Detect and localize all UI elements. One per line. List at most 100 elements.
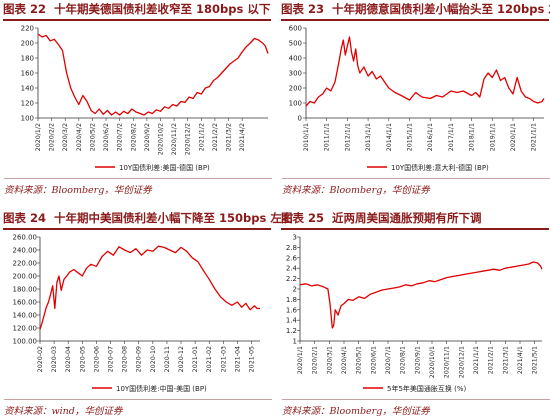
y-tick-label: 200 (289, 85, 302, 93)
x-tick-label: 2020/8/2 (130, 123, 137, 151)
y-tick-label: 2.4 (286, 265, 298, 273)
y-tick-label: 100.00 (13, 338, 38, 346)
y-tick-label: 200.00 (13, 273, 38, 281)
x-tick-label: 2010/1/1 (303, 123, 310, 151)
y-tick-label: 120.00 (13, 325, 38, 333)
x-tick-label: 2020/1/1 (297, 346, 304, 374)
x-tick-label: 2020/6/1 (370, 346, 377, 374)
y-tick-label: 2.8 (286, 244, 297, 252)
x-tick-label: 2020/4/2 (76, 123, 83, 151)
x-tick-label: 2020/2/1 (312, 346, 319, 374)
series-line (299, 261, 543, 329)
y-tick-label: 160 (21, 70, 34, 78)
source-note: 资料来源：Bloomberg，华创证券 (282, 399, 550, 417)
y-tick-label: 180 (21, 55, 34, 63)
chart-panel-23: 图表 23 十年期德意国债利差小幅抬头至 120bps 左右 0 100 200 300… (278, 0, 550, 208)
source-note: 资料来源：wind，华创证券 (4, 399, 272, 417)
y-tick-label: 3 (293, 234, 297, 242)
y-tick-label: 1.6 (286, 306, 298, 314)
x-tick-label: 2021-01 (192, 346, 199, 372)
x-tick-label: 2020/12/1 (458, 346, 465, 378)
x-tick-label: 2020/7/1 (385, 346, 392, 374)
x-tick-label: 2020/9/2 (144, 123, 151, 151)
figure-number: 图表 25 (281, 211, 325, 225)
y-tick-label: 160.00 (13, 299, 38, 307)
x-tick-label: 2020-07 (108, 346, 115, 372)
x-tick-label: 2021/3/2 (226, 123, 233, 151)
x-tick-label: 2020-02 (37, 346, 44, 372)
x-tick-label: 2020/4/1 (341, 346, 348, 374)
x-tick-label: 2020/6/2 (103, 123, 110, 151)
y-tick-label: 200 (21, 40, 34, 48)
x-tick-label: 2011/1/1 (324, 123, 331, 151)
y-tick-label: 140.00 (13, 312, 38, 320)
x-tick-label: 2020-12 (178, 346, 185, 372)
x-tick-label: 2020/1/2 (35, 123, 42, 151)
x-tick-label: 2021/1/1 (531, 123, 538, 151)
x-tick-label: 2020-09 (136, 346, 143, 372)
x-tick-label: 2019/1/1 (489, 123, 496, 151)
y-tick-label: 120 (21, 100, 34, 108)
series-line (37, 33, 269, 116)
x-tick-label: 2020/10/2 (157, 123, 164, 155)
figure-title: 十年期德意国债利差小幅抬头至 120bps 左右 (332, 2, 550, 16)
x-tick-label: 2021-02 (206, 346, 213, 372)
x-tick-label: 2021/1/1 (473, 346, 480, 374)
y-tick-label: 180.00 (13, 286, 38, 294)
x-tick-label: 2015/1/1 (406, 123, 413, 151)
x-tick-label: 2020-11 (164, 346, 171, 372)
x-tick-label: 2020/9/1 (414, 346, 421, 374)
chart-title: 图表 22 十年期美德国债利差收窄至 180bps 以下 (3, 2, 271, 21)
x-tick-label: 2013/1/1 (365, 123, 372, 151)
line-chart: 100 120 140 160 180 200 220 2020/1/2 2020/2/2 202… (21, 25, 269, 172)
x-tick-label: 2020/3/1 (326, 346, 333, 374)
x-tick-label: 2020/11/2 (171, 123, 178, 155)
y-tick-label: 220 (21, 25, 34, 33)
y-tick-label: 600 (289, 25, 302, 33)
y-tick-label: 0 (298, 115, 302, 123)
y-tick-label: 2.6 (286, 254, 298, 262)
x-tick-label: 2020-04 (65, 346, 72, 372)
legend-label: 10Y国债利差:意大利-德国 (BP) (391, 163, 489, 172)
x-tick-label: 2014/1/1 (386, 123, 393, 151)
figure-title: 十年期美德国债利差收窄至 180bps 以下 (54, 2, 271, 16)
x-tick-label: 2021/3/1 (502, 346, 509, 374)
chart-title: 图表 24 十年期中美国债利差小幅下降至 150bps 左右 (3, 211, 293, 230)
chart-panel-22: 图表 22 十年期美德国债利差收窄至 180bps 以下 100 120 140 160… (0, 0, 272, 208)
figure-number: 图表 22 (3, 2, 47, 16)
y-tick-label: 260.00 (13, 234, 38, 242)
x-tick-label: 2020-10 (150, 346, 157, 372)
y-tick-label: 400 (289, 55, 302, 63)
x-tick-label: 2020/8/1 (400, 346, 407, 374)
chart-panel-24: 图表 24 十年期中美国债利差小幅下降至 150bps 左右 100.00 120.… (0, 209, 293, 417)
x-tick-label: 2020-03 (51, 346, 58, 372)
figure-title: 近两周美国通胀预期有所下调 (332, 211, 482, 225)
y-tick-label: 300 (289, 70, 302, 78)
y-tick-label: 2 (293, 286, 297, 294)
x-tick-label: 2020/11/1 (444, 346, 451, 378)
line-chart: 1 1.2 1.4 1.6 1.8 2 2.2 2.4 2.6 2.8 3 2020/1/1 2020/… (286, 234, 543, 393)
x-tick-label: 2021-03 (220, 346, 227, 372)
y-tick-label: 1.4 (286, 317, 298, 325)
x-tick-label: 2021-05 (249, 346, 256, 372)
figure-title: 十年期中美国债利差小幅下降至 150bps 左右 (54, 211, 294, 225)
x-tick-label: 2020/5/2 (89, 123, 96, 151)
y-tick-label: 2.2 (286, 275, 297, 283)
y-tick-label: 100 (289, 100, 302, 108)
x-tick-label: 2020-05 (79, 346, 86, 372)
figure-number: 图表 24 (3, 211, 47, 225)
y-tick-label: 140 (21, 85, 34, 93)
x-tick-label: 2021/1/2 (198, 123, 205, 151)
x-tick-label: 2021/2/2 (212, 123, 219, 151)
legend-label: 10Y国债利差:美国-德国 (BP) (119, 163, 210, 172)
source-note: 资料来源：Bloomberg，华创证券 (4, 178, 272, 196)
y-tick-label: 1.8 (286, 296, 297, 304)
x-tick-label: 2021/2/1 (488, 346, 495, 374)
x-tick-label: 2021/4/2 (239, 123, 246, 151)
x-tick-label: 2012/1/1 (344, 123, 351, 151)
source-note: 资料来源：Bloomberg，华创证券 (282, 178, 550, 196)
series-line (39, 245, 260, 330)
x-tick-label: 2018/1/1 (469, 123, 476, 151)
line-chart: 0 100 200 300 400 500 600 2010/1/1 2011/1/1 2012/… (289, 25, 545, 172)
y-tick-label: 240.00 (13, 247, 38, 255)
